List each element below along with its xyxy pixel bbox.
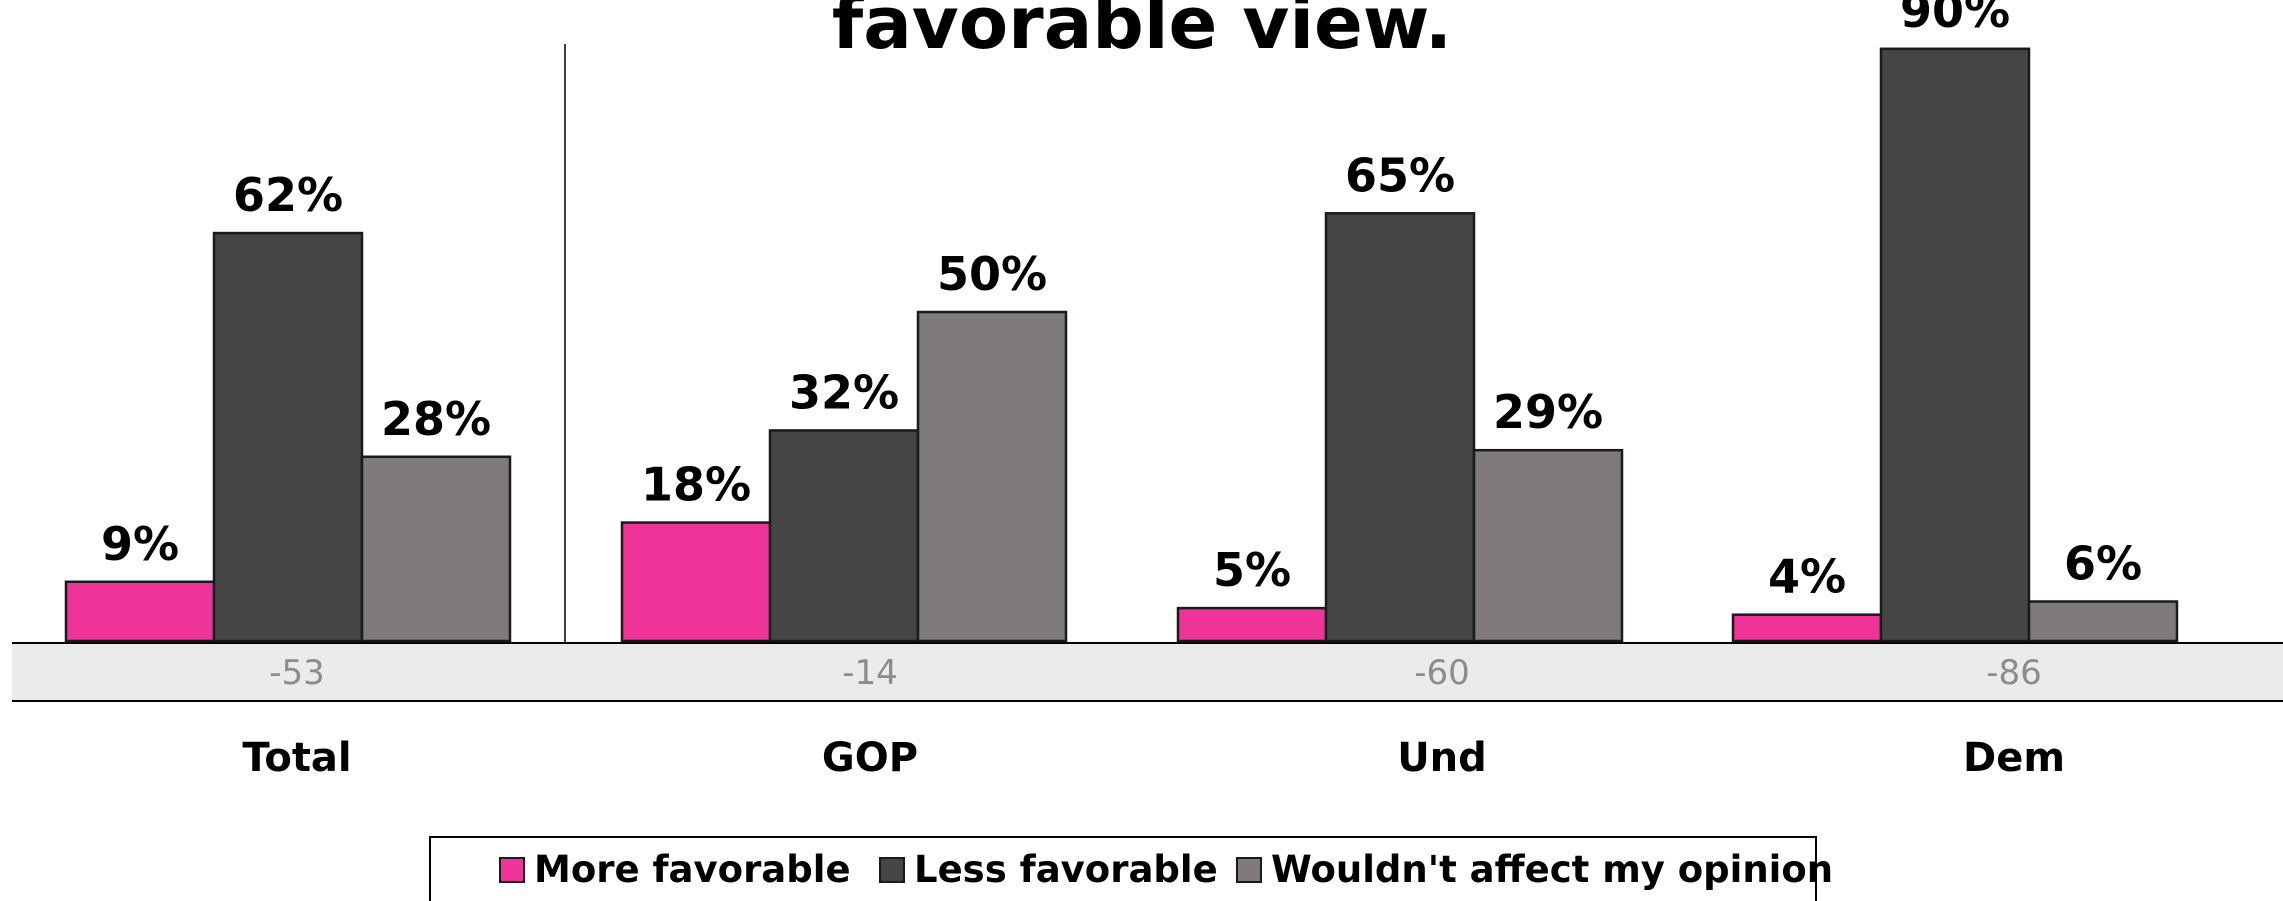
legend-swatch-wouldnt-affect — [1236, 857, 1262, 883]
value-label-dem-less-favorable: 90% — [1900, 0, 2010, 38]
value-label-und-wouldnt-affect: 29% — [1493, 385, 1603, 439]
net-label-gop: -14 — [842, 653, 898, 693]
bar-dem-wouldnt-affect — [2027, 600, 2179, 643]
labels-layer: 9% 62% 28% -53 Total 18% 32% 50% -14 GOP 5% 65% 29% -… — [101, 0, 2142, 781]
legend-label-more-favorable: More favorable — [534, 848, 851, 891]
category-label-dem: Dem — [1963, 735, 2065, 781]
bars-layer — [64, 47, 2179, 643]
bar-gop-less-favorable — [768, 429, 920, 643]
legend-label-wouldnt-affect: Wouldn't affect my opinion — [1271, 848, 1833, 891]
legend-frame — [429, 836, 1817, 901]
bar-gop-more-favorable — [620, 521, 772, 643]
legend-swatch-more-favorable — [499, 857, 525, 883]
legend-swatch-less-favorable — [879, 857, 905, 883]
net-label-und: -60 — [1414, 653, 1470, 693]
bar-total-wouldnt-affect — [360, 455, 512, 643]
bar-und-less-favorable — [1324, 212, 1476, 643]
value-label-dem-wouldnt-affect: 6% — [2064, 537, 2142, 591]
bar-dem-less-favorable — [1879, 47, 2031, 643]
value-label-total-less-favorable: 62% — [233, 168, 343, 222]
value-label-total-wouldnt-affect: 28% — [381, 392, 491, 446]
bar-total-less-favorable — [212, 231, 364, 643]
value-label-gop-less-favorable: 32% — [789, 365, 899, 419]
net-label-total: -53 — [269, 653, 325, 693]
bar-total-more-favorable — [64, 580, 216, 643]
bar-gop-wouldnt-affect — [916, 310, 1068, 643]
value-label-gop-wouldnt-affect: 50% — [937, 247, 1047, 301]
value-label-gop-more-favorable: 18% — [641, 458, 751, 512]
category-label-gop: GOP — [822, 735, 918, 781]
value-label-und-less-favorable: 65% — [1345, 148, 1455, 202]
net-band — [12, 643, 2283, 701]
legend-label-less-favorable: Less favorable — [914, 848, 1218, 891]
bar-und-more-favorable — [1176, 606, 1328, 643]
category-label-total: Total — [242, 735, 351, 781]
legend: More favorable Less favorable Wouldn't aff… — [429, 836, 1833, 901]
chart-title: favorable view. — [832, 0, 1452, 65]
category-label-und: Und — [1397, 735, 1487, 781]
bar-und-wouldnt-affect — [1472, 448, 1624, 643]
net-label-dem: -86 — [1986, 653, 2042, 693]
bar-dem-more-favorable — [1731, 613, 1883, 643]
value-label-total-more-favorable: 9% — [101, 517, 179, 571]
value-label-dem-more-favorable: 4% — [1768, 550, 1846, 604]
value-label-und-more-favorable: 5% — [1213, 543, 1291, 597]
